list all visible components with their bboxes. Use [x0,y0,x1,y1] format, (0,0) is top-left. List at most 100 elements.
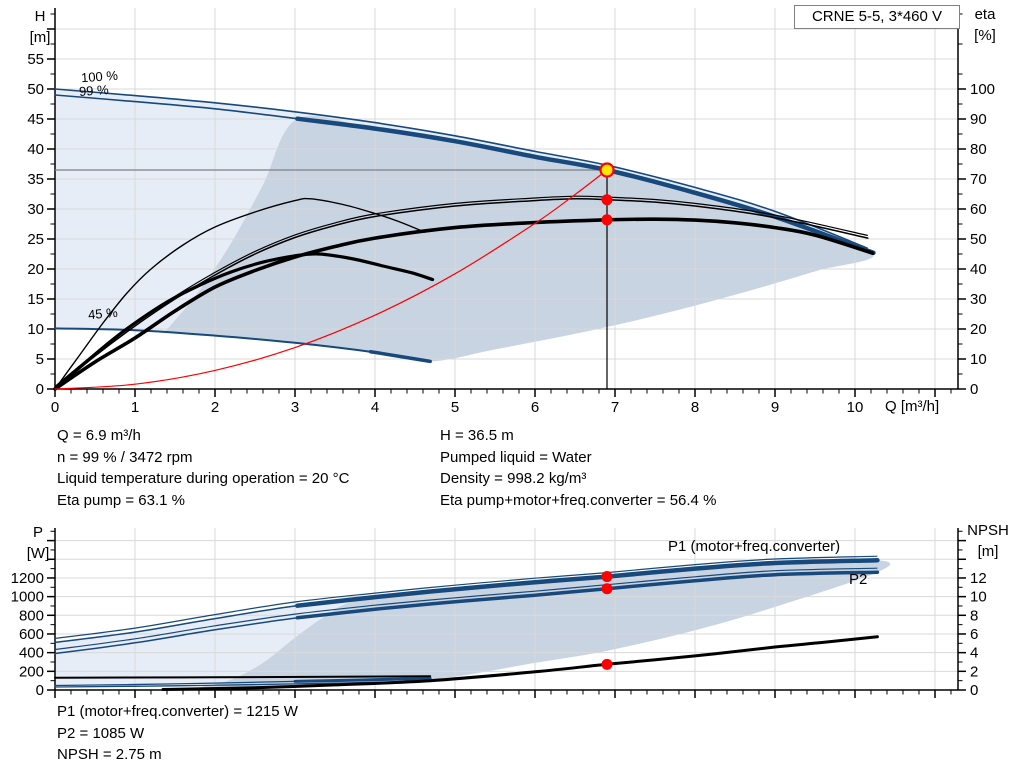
affinity-curve [54,169,608,390]
p-axis-title: P [W] [22,522,54,564]
svg-text:1000: 1000 [11,589,44,606]
p1-result-text: P1 (motor+freq.converter) = 1215 W [57,703,298,720]
npsh-point [601,658,613,670]
duty-point[interactable] [599,162,615,178]
speed-45-label: 45 % [87,304,119,323]
p1-curve-selected-range [295,557,880,608]
h-axis-title: H [m] [26,6,54,48]
p-min-speed-line [54,675,432,679]
p2-curve-label: P2 [849,571,868,588]
svg-text:35: 35 [27,171,44,188]
pump-model-badge: CRNE 5-5, 3*460 V [794,5,960,29]
chart0-curves [53,88,876,391]
svg-text:600: 600 [19,626,44,643]
svg-text:1: 1 [131,399,139,416]
npsh-axis-title: NPSH [m] [960,520,1016,562]
p-axis-title-line2: [W] [26,545,50,562]
svg-text:10: 10 [27,321,44,338]
svg-text:0: 0 [36,682,44,699]
svg-text:0: 0 [51,399,59,416]
svg-text:50: 50 [27,81,44,98]
h-axis-title-line2: [m] [29,29,51,46]
chart0-axes: 0510152025303540455055010203040506070809… [27,8,995,416]
p2-curve-100pct-twin [54,567,878,651]
svg-text:100: 100 [970,81,995,98]
svg-text:4: 4 [371,399,379,416]
chart1-fills [55,559,891,689]
p1-curve-100pct-twin [54,555,878,639]
svg-text:3: 3 [291,399,299,416]
svg-text:6: 6 [531,399,539,416]
p1-45pct-selected-range [293,677,432,683]
svg-text:55: 55 [27,51,44,68]
chart0-grid [55,8,958,389]
svg-text:30: 30 [27,201,44,218]
svg-text:9: 9 [771,399,779,416]
svg-text:50: 50 [970,231,987,248]
svg-text:40: 40 [970,261,987,278]
eta-pump-motor-freq-45pct [53,252,435,391]
p1-point [601,571,613,583]
chart0-markers [599,162,615,226]
svg-text:20: 20 [27,261,44,278]
h-axis-title-line1: H [34,8,46,25]
eta-axis-title-line1: eta [974,6,996,23]
svg-text:400: 400 [19,645,44,662]
svg-text:8: 8 [970,607,978,624]
duty-flow-text: Q = 6.9 m³/h [57,427,141,444]
svg-text:6: 6 [970,626,978,643]
eta-pump-45pct [54,197,426,390]
svg-text:90: 90 [970,111,987,128]
svg-text:4: 4 [970,645,978,662]
svg-text:0: 0 [970,381,978,398]
duty-head-text: H = 36.5 m [440,427,514,444]
svg-text:800: 800 [19,607,44,624]
p2-curve-selected-range [295,570,880,620]
svg-text:0: 0 [36,381,44,398]
q-axis-title: Q [m³/h] [885,398,940,415]
duty-info-right: H = 36.5 m Pumped liquid = Water Density… [440,425,716,512]
p1-curve-label: P1 (motor+freq.converter) [668,538,841,555]
eta-pump-point [601,194,613,206]
density-text: Density = 998.2 kg/m³ [440,470,587,488]
chart0-ref-lines [55,169,608,389]
duty-info-left: Q = 6.9 m³/h n = 99 % / 3472 rpm Liquid … [57,425,349,512]
eta-axis-title: eta [%] [968,4,1002,46]
p2-point [601,583,613,595]
svg-text:10: 10 [847,399,864,416]
chart1-curves [54,555,880,691]
svg-text:70: 70 [970,171,987,188]
svg-text:0: 0 [970,682,978,699]
npsh-axis-title-line1: NPSH [967,522,1009,539]
svg-text:8: 8 [691,399,699,416]
svg-text:7: 7 [611,399,619,416]
npsh-curve [161,635,879,691]
eta-pump-text: Eta pump = 63.1 % [57,492,185,510]
liquid-temp-text: Liquid temperature during operation = 20… [57,470,350,488]
eta-total-text: Eta pump+motor+freq.converter = 56.4 % [440,492,717,510]
qh-100pct [54,88,868,249]
qh-99pct-selected-range [295,116,876,256]
eta-axis-title-line2: [%] [974,27,996,44]
svg-text:60: 60 [970,201,987,218]
power-duty-envelope [195,559,891,689]
svg-text:15: 15 [27,291,44,308]
svg-text:12: 12 [970,570,987,587]
duty-speed-text: n = 99 % / 3472 rpm [57,448,193,466]
svg-text:30: 30 [970,291,987,308]
chart1-grid [55,528,958,690]
svg-text:25: 25 [27,231,44,248]
svg-text:2: 2 [970,663,978,680]
svg-text:40: 40 [27,141,44,158]
svg-text:5: 5 [451,399,459,416]
svg-text:2: 2 [211,399,219,416]
p2-result-text: P2 = 1085 W [57,724,145,742]
svg-text:20: 20 [970,321,987,338]
result-info: P1 (motor+freq.converter) = 1215 W P2 = … [57,701,298,766]
npsh-axis-title-line2: [m] [977,543,999,560]
qh-45pct-selected-range [368,349,432,364]
chart1-markers [601,571,613,670]
